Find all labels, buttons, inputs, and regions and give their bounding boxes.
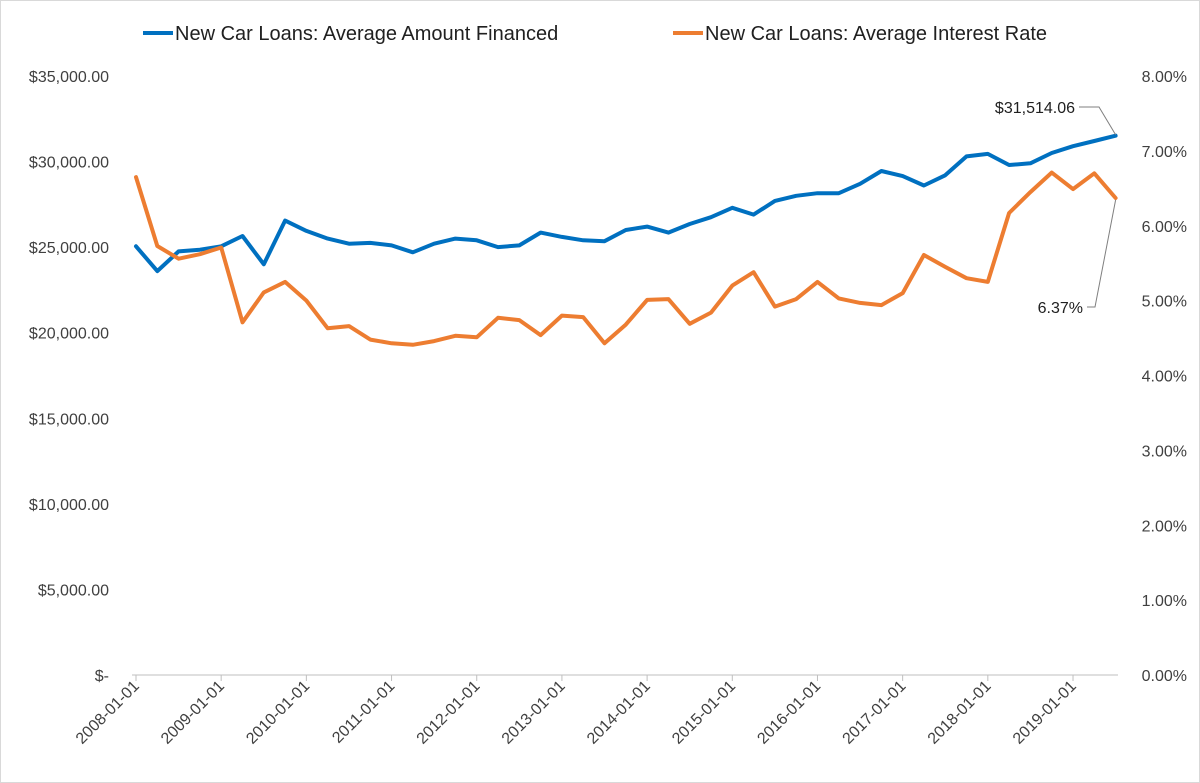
left-y-tick-label: $5,000.00 — [38, 582, 109, 599]
callout-leader-2 — [1087, 199, 1117, 308]
right-y-tick-label: 1.00% — [1142, 593, 1187, 610]
x-tick-label: 2008-01-01 — [73, 678, 143, 748]
x-tick-label: 2017-01-01 — [840, 678, 910, 748]
left-y-tick-label: $10,000.00 — [29, 497, 109, 514]
series-line-2 — [134, 170, 1118, 347]
right-y-tick-label: 3.00% — [1142, 443, 1187, 460]
callout-label-1: $31,514.06 — [995, 100, 1075, 117]
axes-layer: $- $5,000.00 $10,000.00 $15,000.00 $20,000.0… — [29, 69, 1187, 748]
right-y-tick-label: 7.00% — [1142, 144, 1187, 161]
series-layer — [134, 133, 1118, 347]
x-tick-label: 2012-01-01 — [414, 678, 484, 748]
x-tick-label: 2014-01-01 — [584, 678, 654, 748]
right-y-tick-label: 2.00% — [1142, 518, 1187, 535]
left-y-tick-label: $- — [95, 668, 109, 685]
legend-label-1: New Car Loans: Average Amount Financed — [175, 23, 558, 45]
right-y-tick-label: 8.00% — [1142, 69, 1187, 86]
right-y-tick-label: 5.00% — [1142, 294, 1187, 311]
x-tick-label: 2015-01-01 — [669, 678, 739, 748]
series-line-1 — [134, 133, 1118, 274]
left-y-tick-label: $30,000.00 — [29, 155, 109, 172]
left-y-tick-label: $25,000.00 — [29, 240, 109, 257]
callout-label-2: 6.37% — [1038, 300, 1083, 317]
annotations: $31,514.06 6.37% — [995, 100, 1117, 317]
left-y-tick-label: $35,000.00 — [29, 69, 109, 86]
x-tick-label: 2009-01-01 — [158, 678, 228, 748]
x-tick-label: 2016-01-01 — [754, 678, 824, 748]
x-tick-label: 2013-01-01 — [499, 678, 569, 748]
callout-leader-1 — [1079, 106, 1117, 135]
left-y-tick-label: $20,000.00 — [29, 326, 109, 343]
right-y-tick-label: 0.00% — [1142, 668, 1187, 685]
left-y-tick-label: $15,000.00 — [29, 411, 109, 428]
x-tick-label: 2010-01-01 — [243, 678, 313, 748]
legend: New Car Loans: Average Amount Financed Ne… — [143, 23, 1047, 45]
x-tick-label: 2019-01-01 — [1010, 678, 1080, 748]
right-y-tick-label: 4.00% — [1142, 369, 1187, 386]
legend-label-2: New Car Loans: Average Interest Rate — [705, 23, 1047, 45]
right-y-tick-label: 6.00% — [1142, 219, 1187, 236]
x-tick-label: 2018-01-01 — [925, 678, 995, 748]
x-tick-label: 2011-01-01 — [329, 678, 398, 747]
